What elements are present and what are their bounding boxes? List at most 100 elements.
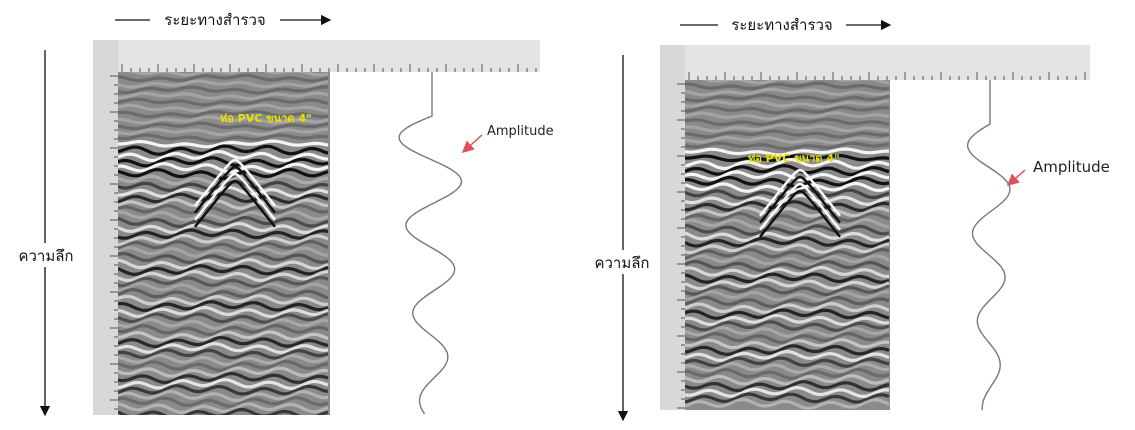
distance-label: ระยะทางสำรวจ	[164, 11, 265, 29]
wave-band	[118, 294, 329, 307]
wave-band	[118, 359, 329, 372]
wave-band	[118, 246, 329, 258]
wave-band	[118, 407, 329, 415]
hyperbola	[194, 165, 276, 214]
wave-band	[685, 217, 890, 230]
wave-band	[118, 258, 329, 271]
wave-band	[685, 349, 890, 363]
wave-band	[118, 330, 329, 342]
wave-band	[118, 270, 329, 283]
wave-band	[685, 272, 890, 284]
wave-band	[118, 109, 329, 119]
wave-band	[118, 144, 329, 156]
label-bg	[718, 14, 846, 36]
distance-label: ระยะทางสำรวจ	[731, 16, 832, 34]
wave-band	[118, 305, 329, 319]
hyperbola	[759, 189, 841, 238]
amplitude-trace	[398, 72, 463, 415]
wave-band	[701, 80, 890, 85]
wave-band	[118, 85, 329, 95]
wave-band	[118, 91, 329, 101]
wave-band	[685, 338, 890, 350]
wave-band	[685, 266, 889, 278]
wave-band	[685, 326, 890, 338]
wave-band	[685, 211, 890, 225]
wave-band	[118, 323, 329, 337]
wave-band	[685, 392, 890, 404]
hyperbola	[194, 179, 276, 228]
wave-band	[118, 233, 329, 247]
wave-band	[685, 356, 890, 368]
distance-ruler	[118, 40, 540, 72]
wave-band	[685, 284, 890, 297]
wave-band	[685, 277, 890, 291]
wave-band	[118, 73, 329, 83]
label-bg	[150, 10, 280, 30]
wave-band	[685, 331, 890, 345]
wave-band	[118, 210, 329, 222]
wave-band	[685, 247, 890, 261]
wave-band	[685, 236, 890, 248]
hyperbola	[759, 175, 841, 224]
wave-band	[118, 150, 329, 163]
right-panel: ระยะทางสำรวจ ความลึก ท่อ PVC ขนาด 4" Amp…	[584, 14, 1110, 422]
amplitude-arrow	[1006, 169, 1026, 186]
wave-band	[118, 402, 329, 414]
wave-band	[685, 367, 890, 380]
amplitude-label: Amplitude	[487, 124, 554, 139]
wave-band	[685, 123, 890, 133]
wave-band	[685, 320, 890, 332]
wave-band	[685, 153, 890, 163]
wave-band	[685, 147, 889, 157]
wave-band	[685, 241, 890, 255]
hyperbola	[194, 172, 276, 221]
wave-band	[118, 121, 329, 131]
wave-band	[118, 197, 329, 210]
wave-band	[118, 97, 329, 107]
wave-band	[685, 397, 890, 410]
wave-band	[118, 103, 329, 113]
hyperbola	[759, 168, 841, 217]
wave-band	[685, 111, 890, 121]
wave-band	[118, 139, 329, 149]
wave-band	[118, 192, 329, 204]
wave-band	[118, 221, 329, 235]
wave-band	[118, 239, 329, 253]
wave-band	[685, 87, 890, 97]
wave-band	[685, 229, 890, 243]
wave-band	[685, 295, 890, 309]
wave-band	[685, 254, 890, 266]
wave-band	[685, 385, 890, 398]
wave-band	[118, 384, 329, 396]
wave-band	[118, 203, 329, 216]
wave-band	[685, 194, 890, 206]
wave-band	[685, 308, 890, 320]
wave-band	[118, 396, 329, 408]
wave-band	[118, 115, 329, 125]
wave-band	[118, 276, 329, 288]
amplitude-trace	[966, 80, 1011, 410]
wave-band	[685, 380, 890, 392]
wave-band	[685, 81, 890, 91]
wave-band	[128, 72, 329, 77]
wave-band	[118, 264, 329, 276]
left-panel: ระยะทางสำรวจ ความลึก ท่อ PVC ขนาด 4" Amp…	[8, 10, 554, 417]
wave-band	[118, 300, 329, 313]
wave-band	[118, 228, 329, 240]
wave-band	[118, 133, 329, 143]
depth-ruler	[93, 40, 118, 415]
wave-band	[118, 127, 329, 137]
wave-band	[118, 216, 329, 228]
wave-band	[118, 390, 329, 402]
wave-band	[685, 374, 890, 386]
wave-band	[118, 341, 329, 355]
wave-band	[118, 281, 329, 294]
wave-band	[118, 287, 329, 301]
wave-band	[685, 206, 890, 218]
depth-label: ความลึก	[594, 254, 649, 272]
wave-band	[685, 105, 890, 115]
wave-band	[685, 163, 890, 177]
wave-band	[685, 93, 890, 103]
wave-band	[118, 348, 329, 360]
wave-band	[685, 141, 890, 151]
